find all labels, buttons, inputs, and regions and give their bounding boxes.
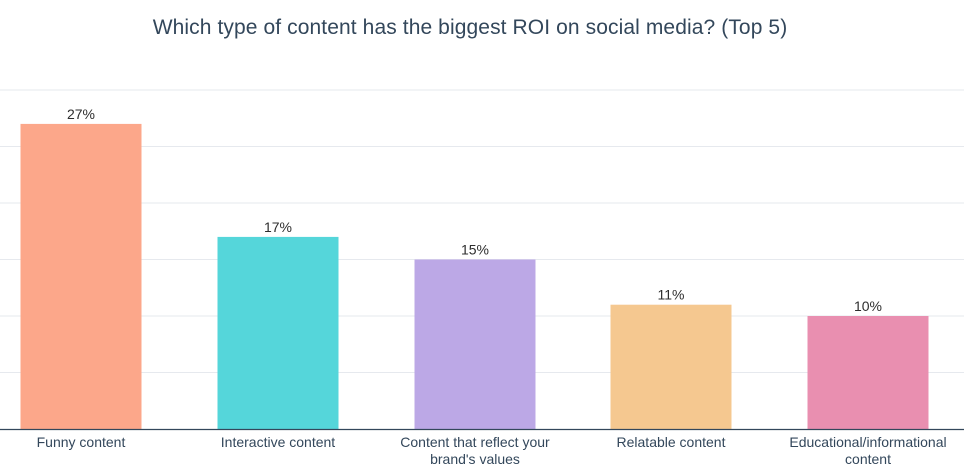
chart-title: Which type of content has the biggest RO… xyxy=(152,16,788,39)
x-tick-label: Educational/informational content xyxy=(789,434,946,467)
data-label: 10% xyxy=(854,298,882,314)
data-label: 17% xyxy=(264,219,292,235)
bar xyxy=(20,123,142,430)
x-tick-label: Relatable content xyxy=(617,434,726,450)
data-label: 11% xyxy=(658,287,685,303)
bar xyxy=(807,316,929,429)
bar xyxy=(610,304,732,429)
x-tick-label: Funny content xyxy=(37,434,126,450)
x-tick-label: Content that reflect your brand's values xyxy=(400,434,550,467)
data-label: 27% xyxy=(67,106,95,122)
bar xyxy=(217,236,339,429)
bar xyxy=(414,259,536,429)
data-label: 15% xyxy=(461,242,489,258)
x-tick-label: Interactive content xyxy=(221,434,336,450)
